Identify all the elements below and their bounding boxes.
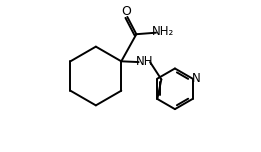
Text: NH₂: NH₂ <box>152 25 174 38</box>
Text: N: N <box>192 72 200 85</box>
Text: O: O <box>122 5 132 18</box>
Text: NH: NH <box>135 55 153 68</box>
